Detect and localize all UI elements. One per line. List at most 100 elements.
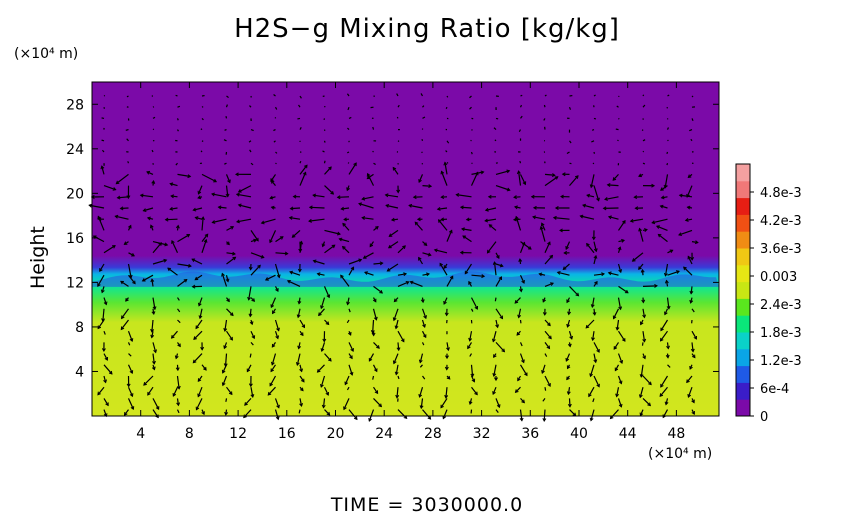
wind-arrow-head [521,399,525,404]
wind-arrow-head [440,217,445,222]
wind-arrow [396,93,399,97]
wind-arrow-head [197,190,202,195]
wind-arrow [659,386,668,397]
wind-arrow [614,364,620,371]
wind-arrow-head [193,336,197,341]
wind-arrow [273,129,276,132]
wind-arrow-head [548,335,552,340]
wind-arrow-head [195,406,200,411]
wind-arrow-head [244,402,248,406]
wind-arrow-head [559,228,563,233]
wind-arrow [544,255,553,265]
wind-arrow-head [560,194,564,199]
wind-arrow [557,271,570,276]
wind-arrow-head [596,349,600,353]
wind-arrow-head [684,218,689,222]
wind-arrow [273,140,276,143]
wind-arrow [101,286,105,293]
wind-arrow-head [246,368,251,373]
wind-arrow [687,386,693,398]
wind-arrow-head [100,289,105,294]
wind-arrow [639,387,644,398]
wind-arrow-head [402,245,406,249]
wind-arrow-head [387,244,392,249]
wind-arrow [419,353,424,363]
wind-arrow [493,364,497,377]
wind-arrow-head [565,246,569,250]
wind-arrow-head [269,239,273,244]
wind-arrow [246,364,252,372]
wind-arrow [446,230,453,242]
wind-arrow-head [289,270,294,275]
wind-arrow-head [270,179,275,184]
wind-arrow-head [517,314,522,319]
wind-arrow [593,308,596,316]
wind-arrow-head [551,173,556,178]
wind-arrow [344,375,350,385]
wind-arrow-head [470,373,475,378]
wind-arrow-head [532,215,537,220]
wind-arrow-head [527,246,532,250]
wind-arrow-head [486,249,491,254]
wind-arrow-head [164,217,169,222]
wind-arrow [177,263,192,267]
wind-arrow [456,194,472,198]
wind-arrow-head [660,327,664,332]
wind-arrow [420,398,424,409]
wind-arrow [652,218,668,224]
wind-arrow [152,353,155,364]
wind-arrow [422,116,426,119]
wind-arrow-head [270,205,275,210]
wind-arrow-head [191,284,196,289]
wind-arrow [120,280,129,287]
wind-arrow-head [275,335,280,340]
wind-arrow [421,342,425,346]
wind-arrow [289,271,301,276]
wind-arrow [421,138,424,141]
wind-arrow [250,252,264,259]
wind-arrow [212,218,227,224]
wind-arrow-head [97,283,101,287]
wind-arrow [470,297,478,310]
wind-arrow [437,207,448,210]
wind-arrow [275,252,288,255]
wind-arrow [388,229,399,237]
wind-arrow-head [566,323,571,328]
wind-arrow [152,242,162,254]
wind-arrow [612,173,619,181]
wind-arrow-head [312,193,317,198]
wind-arrow [152,116,156,119]
wind-arrow-head [488,224,493,228]
wind-arrow-head [657,233,662,238]
wind-arrow [540,226,546,242]
wind-arrow [520,115,523,119]
wind-arrow [197,185,203,195]
wind-arrow-head [593,254,598,259]
wind-arrow [421,151,423,154]
wind-arrow [99,263,105,272]
wind-arrow-head [416,217,421,222]
wind-arrow [298,342,301,349]
wind-arrow [201,364,207,371]
wind-arrow [387,263,399,272]
wind-arrow-head [495,324,500,329]
wind-arrow-head [291,234,296,238]
wind-arrow [664,174,669,188]
wind-arrow-head [392,360,397,365]
wind-arrow [225,185,229,197]
wind-arrow [665,280,669,287]
wind-arrow [539,273,546,276]
wind-arrow [485,218,497,222]
wind-arrow [222,375,228,386]
wind-arrow [120,207,129,210]
wind-arrow-head [119,206,124,211]
wind-arrow-head [426,272,430,277]
wind-arrow [544,330,552,340]
wind-arrow-head [318,312,322,317]
y-tick-label: 8 [75,320,84,336]
wind-arrow [667,139,669,142]
wind-arrow-head [691,354,696,359]
wind-arrow [686,185,693,198]
wind-arrow [519,274,525,284]
wind-arrow-head [647,402,652,407]
